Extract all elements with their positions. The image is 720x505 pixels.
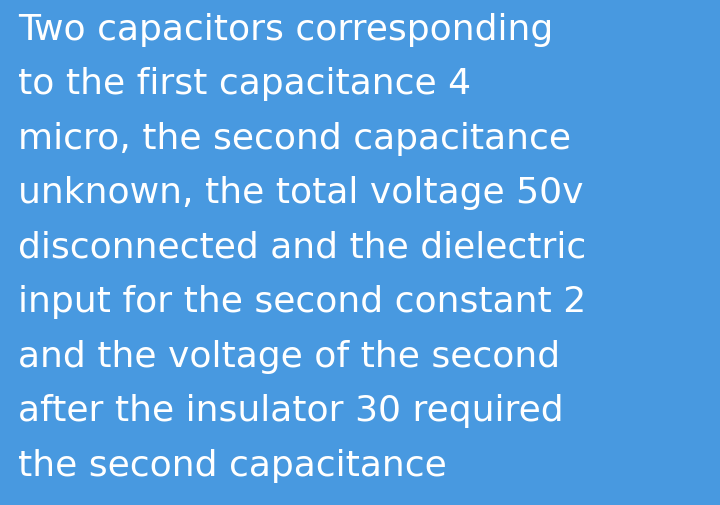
Text: unknown, the total voltage 50v: unknown, the total voltage 50v [18, 176, 583, 210]
Text: micro, the second capacitance: micro, the second capacitance [18, 122, 571, 156]
Text: after the insulator 30 required: after the insulator 30 required [18, 394, 564, 428]
Text: Two capacitors corresponding: Two capacitors corresponding [18, 13, 553, 46]
Text: the second capacitance: the second capacitance [18, 449, 446, 483]
Text: and the voltage of the second: and the voltage of the second [18, 340, 560, 374]
Text: to the first capacitance 4: to the first capacitance 4 [18, 67, 471, 101]
Text: input for the second constant 2: input for the second constant 2 [18, 285, 586, 319]
Text: disconnected and the dielectric: disconnected and the dielectric [18, 231, 586, 265]
